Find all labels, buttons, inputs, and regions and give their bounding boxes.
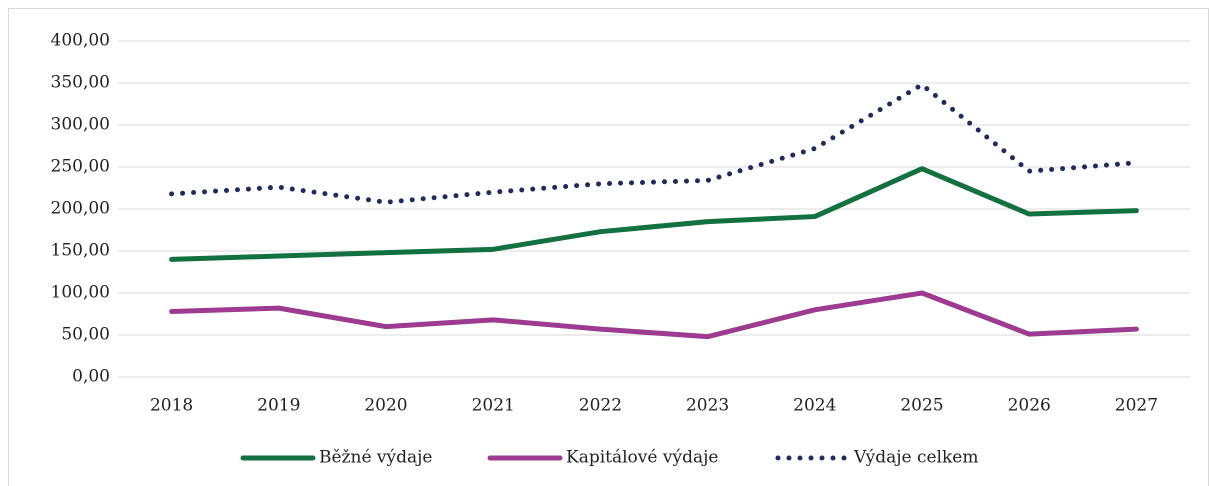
y-tick-label: 0,00 xyxy=(72,367,110,387)
series-line xyxy=(169,166,1139,262)
legend-label: Kapitálové výdaje xyxy=(566,448,718,468)
series-line xyxy=(169,290,1139,340)
legend-label: Běžné výdaje xyxy=(319,448,432,468)
x-tick-label: 2018 xyxy=(150,396,193,416)
y-tick-label: 50,00 xyxy=(61,325,110,345)
x-tick-label: 2027 xyxy=(1115,396,1158,416)
x-tick-label: 2021 xyxy=(472,396,515,416)
legend-label: Výdaje celkem xyxy=(853,448,978,468)
y-tick-label: 100,00 xyxy=(51,283,110,303)
x-tick-label: 2024 xyxy=(793,396,836,416)
y-tick-label: 150,00 xyxy=(51,241,110,261)
series-line xyxy=(169,82,1139,205)
x-tick-label: 2020 xyxy=(364,396,407,416)
y-tick-label: 400,00 xyxy=(51,31,110,51)
x-tick-label: 2025 xyxy=(900,396,943,416)
y-tick-label: 350,00 xyxy=(51,73,110,93)
y-tick-label: 300,00 xyxy=(51,115,110,135)
y-tick-label: 250,00 xyxy=(51,157,110,177)
x-tick-label: 2023 xyxy=(686,396,729,416)
y-tick-label: 200,00 xyxy=(51,199,110,219)
x-tick-label: 2019 xyxy=(257,396,300,416)
x-tick-label: 2026 xyxy=(1008,396,1051,416)
x-tick-label: 2022 xyxy=(579,396,622,416)
